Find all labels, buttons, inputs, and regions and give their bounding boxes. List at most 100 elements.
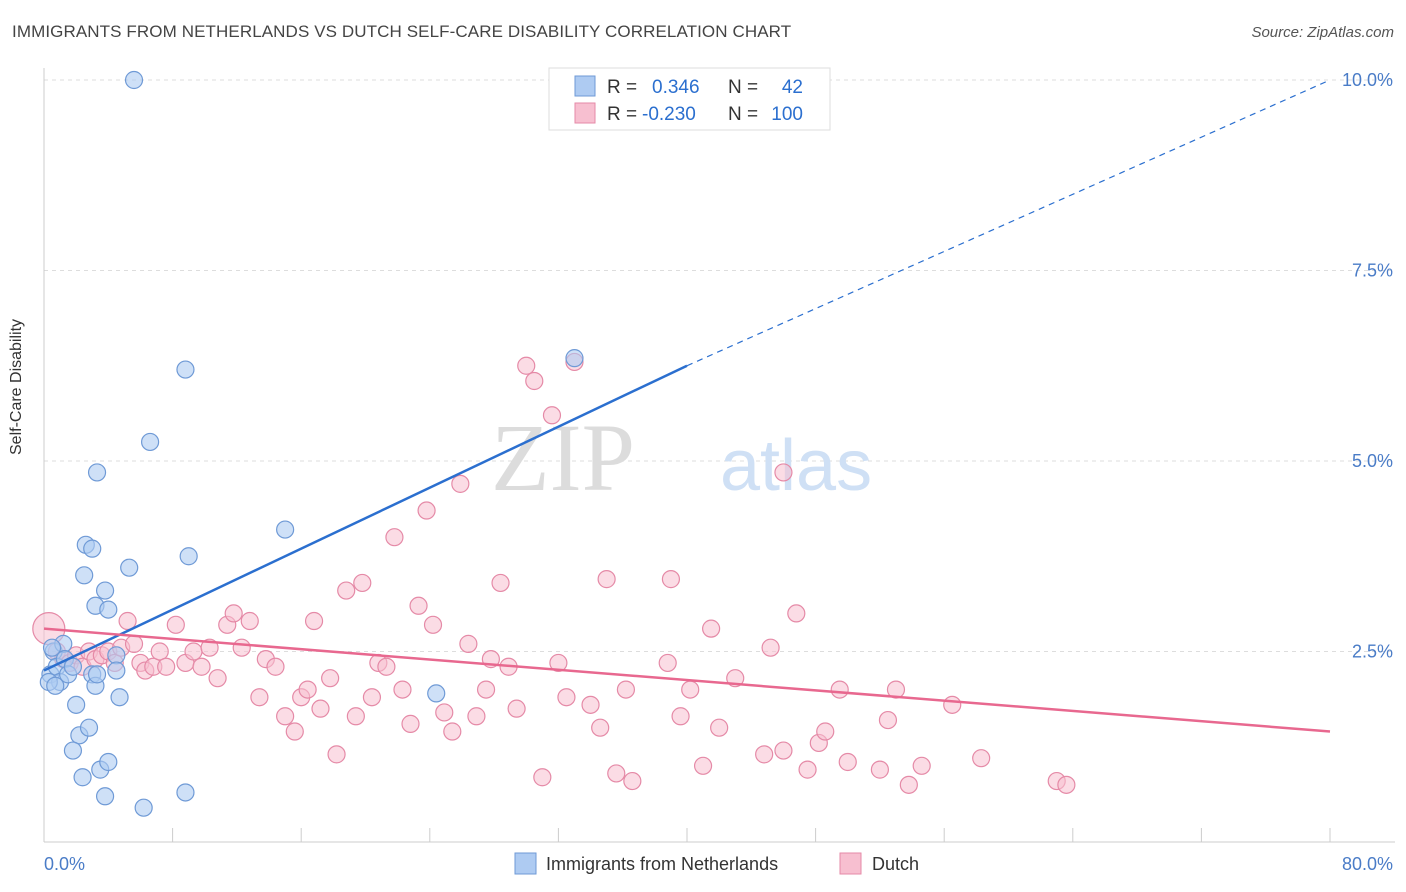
data-point-netherlands xyxy=(63,741,83,760)
data-point-dutch xyxy=(787,604,806,623)
data-point-dutch xyxy=(1057,775,1076,794)
data-point-dutch xyxy=(830,680,849,699)
data-point-dutch xyxy=(266,657,285,676)
data-point-dutch xyxy=(208,669,227,688)
data-point-dutch xyxy=(476,680,496,699)
data-point-netherlands xyxy=(134,798,153,817)
legend-n-label: N = xyxy=(728,77,758,98)
chart-title: IMMIGRANTS FROM NETHERLANDS VS DUTCH SEL… xyxy=(12,22,792,41)
data-point-dutch xyxy=(304,611,324,631)
data-point-dutch xyxy=(597,570,616,589)
data-point-dutch xyxy=(393,680,412,699)
data-point-netherlands xyxy=(75,566,94,585)
data-point-netherlands xyxy=(95,581,115,600)
legend-swatch-pink xyxy=(574,102,596,124)
data-point-dutch xyxy=(232,638,251,657)
data-point-dutch xyxy=(693,756,713,775)
source-credit: Source: ZipAtlas.com xyxy=(1251,24,1394,41)
data-point-dutch xyxy=(623,771,642,791)
data-point-netherlands xyxy=(73,768,92,787)
data-point-netherlands xyxy=(110,688,129,707)
data-point-dutch xyxy=(417,501,436,520)
data-point-dutch xyxy=(658,653,677,673)
legend-n-label: N = xyxy=(728,104,758,125)
data-point-dutch xyxy=(118,611,137,631)
legend-label-netherlands: Immigrants from Netherlands xyxy=(546,854,778,874)
data-point-dutch xyxy=(681,680,700,699)
data-point-dutch xyxy=(401,714,420,733)
data-point-dutch xyxy=(702,619,721,638)
data-point-dutch xyxy=(533,768,552,787)
data-point-dutch xyxy=(838,752,857,772)
y-tick-label: 2.5% xyxy=(1352,642,1393,662)
data-point-dutch xyxy=(327,745,346,764)
legend-swatch-netherlands xyxy=(514,852,537,875)
data-point-netherlands xyxy=(565,349,584,368)
data-point-dutch xyxy=(443,722,462,741)
data-point-dutch xyxy=(467,707,486,726)
data-point-dutch xyxy=(816,722,835,741)
data-point-dutch xyxy=(337,581,356,600)
series-dutch-points xyxy=(32,352,1076,794)
data-point-dutch xyxy=(972,749,991,768)
data-point-dutch xyxy=(878,710,898,730)
data-point-dutch xyxy=(616,680,636,699)
data-point-netherlands xyxy=(99,600,118,619)
y-tick-label: 5.0% xyxy=(1352,451,1393,471)
data-point-netherlands xyxy=(427,684,446,703)
y-tick-label: 7.5% xyxy=(1352,261,1393,281)
data-point-dutch xyxy=(755,745,774,764)
gridlines xyxy=(44,79,1395,652)
data-point-dutch xyxy=(899,775,918,794)
data-point-dutch xyxy=(409,596,428,615)
data-point-netherlands xyxy=(176,783,195,802)
data-point-dutch xyxy=(451,474,470,493)
legend-label-dutch: Dutch xyxy=(872,854,919,874)
trend-line-dutch xyxy=(43,627,1331,733)
data-point-dutch xyxy=(542,406,562,425)
axes xyxy=(43,68,1395,843)
data-point-dutch xyxy=(250,688,269,707)
data-point-dutch xyxy=(557,688,576,707)
legend-r-label: R = xyxy=(607,104,637,125)
data-point-netherlands xyxy=(83,539,102,558)
legend-n-value: 100 xyxy=(771,104,803,125)
data-point-dutch xyxy=(353,573,372,593)
data-point-netherlands xyxy=(107,661,126,680)
data-point-dutch xyxy=(377,657,396,676)
watermark-atlas: atlas xyxy=(720,426,872,506)
data-point-dutch xyxy=(184,642,203,661)
data-point-dutch xyxy=(549,653,568,673)
data-point-netherlands xyxy=(95,787,115,806)
data-point-dutch xyxy=(581,695,600,714)
data-point-dutch xyxy=(661,570,681,589)
data-point-dutch xyxy=(224,604,243,623)
data-point-dutch xyxy=(285,722,304,741)
data-point-dutch xyxy=(435,703,454,722)
data-point-dutch xyxy=(311,699,330,718)
data-point-netherlands xyxy=(276,520,295,539)
data-point-dutch xyxy=(321,669,340,688)
data-point-netherlands xyxy=(120,558,139,577)
data-point-dutch xyxy=(517,356,536,375)
legend-r-value: -0.230 xyxy=(642,104,696,125)
data-point-netherlands xyxy=(124,70,144,90)
data-point-netherlands xyxy=(67,695,86,714)
data-point-netherlands xyxy=(87,463,107,482)
data-point-dutch xyxy=(710,718,729,737)
data-point-netherlands xyxy=(42,638,62,657)
data-point-netherlands xyxy=(140,432,160,452)
data-point-dutch xyxy=(761,638,780,657)
data-point-dutch xyxy=(423,615,443,634)
data-point-netherlands xyxy=(176,360,195,379)
data-point-dutch xyxy=(362,688,382,707)
data-point-dutch xyxy=(607,764,626,783)
legend-swatch-dutch xyxy=(839,852,862,875)
data-point-dutch xyxy=(507,699,526,718)
series-legend: Immigrants from Netherlands Dutch xyxy=(514,852,919,875)
data-point-dutch xyxy=(157,657,176,676)
data-point-netherlands xyxy=(63,657,83,676)
data-point-dutch xyxy=(150,642,169,661)
data-point-dutch xyxy=(124,634,144,653)
